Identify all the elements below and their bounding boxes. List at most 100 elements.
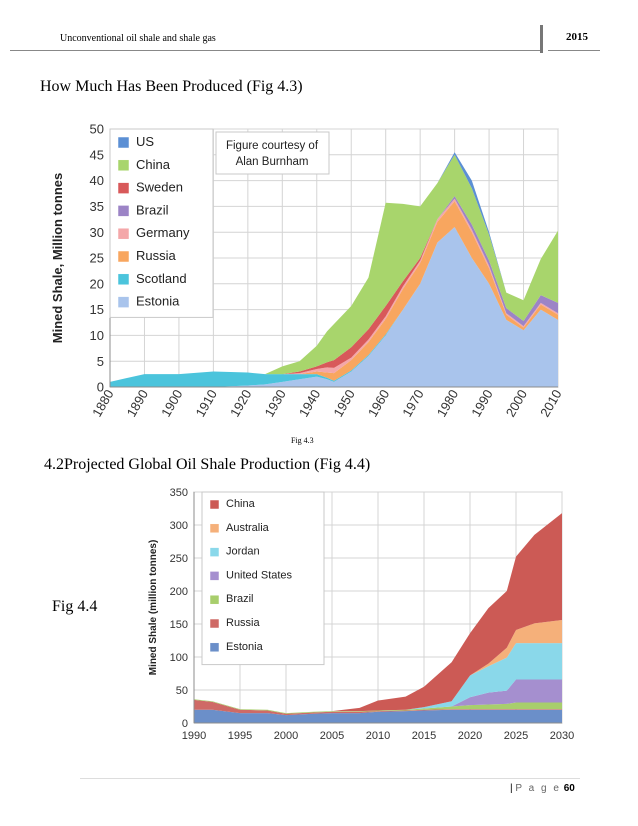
chart2-y-tick: 300 (170, 520, 188, 532)
chart2-legend-box (201, 491, 325, 666)
chart2-legend-label-estonia: Estonia (226, 641, 264, 653)
chart2-legend-label-brazil: Brazil (226, 593, 254, 605)
chart2-area-brazil (194, 699, 562, 714)
chart-historical-production: 0 5 10 15 20 25 30 35 40 45 50 1880 1890 1900 1910 1920… (50, 122, 565, 420)
chart2-area-australia (194, 620, 562, 714)
chart1-y-tick: 35 (90, 199, 104, 214)
header-rule-right (548, 50, 600, 51)
chart2-legend-swatch-russia (209, 618, 220, 629)
chart1-y-tick: 10 (90, 328, 104, 343)
footer-separator: | (510, 783, 513, 794)
chart2-y-tick: 150 (170, 619, 188, 631)
chart1-x-tick: 1900 (158, 387, 185, 420)
chart1-x-tick: 1950 (330, 387, 357, 420)
chart2-legend-label-jordan: Jordan (226, 546, 260, 558)
chart-projected-production: 0 50 100 150 200 250 300 350 1990 1995 2000 2005 201… (148, 487, 574, 742)
chart1-legend-label-estonia: Estonia (136, 294, 180, 309)
chart2-area-united-states (194, 679, 562, 714)
chart1-x-tick: 2010 (537, 387, 564, 420)
header-title: Unconventional oil shale and shale gas (60, 33, 216, 44)
chart2-legend-label-russia: Russia (226, 617, 261, 629)
chart1-legend-label-germany: Germany (136, 225, 190, 240)
chart2-legend-label-australia: Australia (226, 522, 270, 534)
chart2-y-tick: 250 (170, 553, 188, 565)
chart1-x-tick: 1910 (193, 387, 220, 420)
chart1-y-tick: 20 (90, 276, 104, 291)
chart1-area-estonia (110, 227, 558, 387)
chart1-y-tick: 45 (90, 147, 104, 162)
chart2-x-tick: 2005 (320, 730, 344, 742)
chart1-annotation: Figure courtesy of Alan Burnham (215, 131, 330, 175)
chart2-area-china (194, 513, 562, 714)
chart1-x-tick: 1930 (261, 387, 288, 420)
chart1-y-tick: 25 (90, 251, 104, 266)
chart2-legend-swatch-estonia (209, 642, 220, 653)
chart1-annotation-line2: Alan Burnham (236, 156, 309, 168)
chart1-x-tick: 1970 (399, 387, 426, 420)
chart2-legend-swatch-australia (209, 523, 220, 534)
chart1-legend-swatch-estonia (117, 296, 130, 308)
figure-caption-4-3: Fig 4.3 (291, 436, 314, 445)
chart1-x-tick: 1880 (89, 387, 116, 420)
chart1-y-tick: 5 (97, 354, 104, 369)
chart2-x-tick: 2000 (274, 730, 298, 742)
chart2-y-tick: 350 (170, 487, 188, 499)
chart1-y-tick: 0 (97, 380, 104, 395)
chart1-legend-swatch-germany (117, 227, 130, 240)
chart1-legend-swatch-brazil (117, 205, 130, 217)
section-heading-produced: How Much Has Been Produced (Fig 4.3) (40, 78, 303, 95)
chart2-x-tick: 2025 (504, 730, 528, 742)
chart1-annotation-line1: Figure courtesy of (226, 140, 319, 152)
chart2-x-tick: 1990 (182, 730, 206, 742)
header-divider (540, 25, 543, 53)
chart1-legend-swatch-scotland (117, 273, 130, 286)
chart2-x-tick: 2030 (550, 730, 574, 742)
footer-rule (80, 778, 580, 779)
chart1-x-tick: 1960 (365, 387, 392, 420)
chart2-y-tick: 100 (170, 652, 188, 664)
chart1-legend: US China Sweden Brazil Germany Russia Scotland… (109, 128, 214, 318)
chart1-x-tick: 1990 (468, 387, 495, 420)
chart2-y-tick: 50 (176, 685, 188, 697)
chart2-legend-label-china: China (226, 498, 256, 510)
chart1-legend-label-russia: Russia (136, 248, 177, 263)
chart1-x-tick: 1890 (124, 387, 151, 420)
section-heading-projected: 4.2Projected Global Oil Shale Production… (44, 456, 371, 473)
chart2-legend-swatch-china (209, 499, 220, 510)
chart1-x-tick: 2000 (503, 387, 530, 420)
header-year: 2015 (566, 31, 588, 43)
footer-page-number: | P a g e 60 (510, 783, 575, 794)
chart1-legend-label-brazil: Brazil (136, 202, 169, 217)
chart1-x-tick: 1980 (434, 387, 461, 420)
chart2-legend-swatch-united-states (209, 571, 220, 581)
chart2-legend-swatch-brazil (209, 594, 220, 605)
header-rule (10, 50, 540, 51)
chart2-legend: China Australia Jordan United States Brazil R… (201, 491, 325, 666)
chart2-x-tick: 2020 (458, 730, 482, 742)
chart1-legend-swatch-sweden (117, 182, 130, 194)
chart2-x-tick: 2015 (412, 730, 436, 742)
chart1-y-tick: 15 (90, 302, 104, 317)
chart1-legend-swatch-china (117, 159, 130, 172)
chart2-y-tick: 0 (182, 718, 188, 730)
chart2-x-tick: 1995 (228, 730, 252, 742)
chart2-legend-swatch-jordan (209, 547, 220, 557)
footer-page-value: 60 (563, 783, 575, 794)
chart2-area-estonia (194, 709, 562, 723)
chart1-y-tick: 30 (90, 225, 104, 240)
chart1-legend-label-sweden: Sweden (136, 180, 183, 195)
chart1-legend-label-china: China (136, 157, 171, 172)
chart2-area-jordan (194, 643, 562, 714)
chart1-area-china (110, 154, 558, 382)
figure-label-4-4: Fig 4.4 (52, 598, 98, 615)
chart1-legend-swatch-us (117, 136, 130, 149)
footer-page-word: P a g e (515, 783, 561, 794)
chart1-legend-swatch-russia (117, 250, 130, 263)
chart1-y-tick: 40 (90, 173, 104, 188)
chart1-x-tick: 1940 (296, 387, 323, 420)
chart2-legend-label-united-states: United States (226, 569, 293, 581)
chart1-legend-label-us: US (136, 134, 154, 149)
chart2-y-label: Mined Shale (million tonnes) (148, 540, 159, 676)
chart2-y-tick: 200 (170, 586, 188, 598)
chart1-y-tick: 50 (90, 122, 104, 137)
